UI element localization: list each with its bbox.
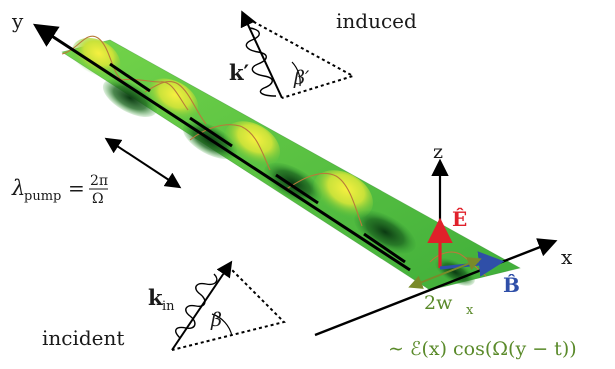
incident-k-arrow <box>171 260 233 351</box>
beta-label: β <box>210 309 222 331</box>
incident-label: incident <box>42 326 124 350</box>
k-prime-label: k′ <box>229 60 250 85</box>
surface-axis-segments <box>109 62 406 264</box>
E-hat-label: Ê <box>452 207 467 231</box>
k-in-label: k <box>148 285 163 310</box>
induced-wave <box>240 10 356 99</box>
lambda-pump-arrow <box>104 137 182 189</box>
lambda-equals: = <box>68 176 85 200</box>
incident-wave <box>171 260 286 351</box>
lambda-subscript: pump <box>24 189 61 204</box>
waist-subscript: x <box>466 303 474 318</box>
beta-prime-label: β′ <box>293 67 310 89</box>
B-hat-label: B̂ <box>503 273 520 297</box>
lambda-numerator: 2π <box>90 173 108 189</box>
lambda-symbol: λ <box>11 176 25 200</box>
waist-label: 2w <box>424 292 453 314</box>
x-axis-label: x <box>561 245 573 269</box>
k-in-subscript: in <box>162 299 175 314</box>
field-surface <box>61 35 521 291</box>
y-axis <box>32 23 411 272</box>
lambda-denominator: Ω <box>92 191 104 207</box>
y-axis-line <box>32 23 411 272</box>
y-axis-label: y <box>11 9 24 33</box>
induced-k-arrow <box>240 10 283 99</box>
induced-label: induced <box>336 9 417 33</box>
field-expression: ∼ ℰ(x) cos(Ω(y − t)) <box>388 338 577 360</box>
z-axis-label: z <box>433 141 443 163</box>
waist-arrow <box>408 257 482 289</box>
